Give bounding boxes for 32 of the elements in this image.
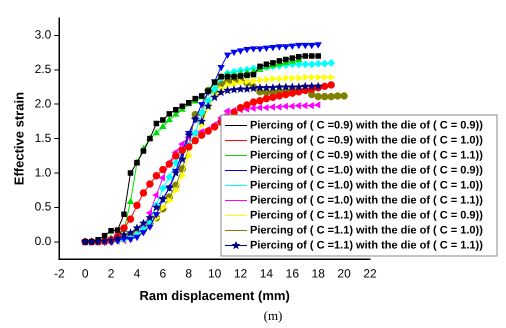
y-tick-label: 2.0 — [34, 96, 52, 111]
x-tick-label: 22 — [363, 266, 377, 281]
y-tick-label: 1.5 — [34, 130, 52, 145]
x-tick-label: 8 — [185, 266, 192, 281]
text: (m) — [262, 308, 284, 324]
legend-label: Piercing of ( C =0.9) with the die of ( C = 1.1)) — [250, 150, 484, 162]
legend-label: Piercing of ( C =0.9) with the die of ( C = 1.0)) — [250, 134, 484, 147]
legend-label: Piercing of ( C =1.1) with the die of ( C = 0.9)) — [250, 210, 484, 222]
y-tick-label: 0.5 — [34, 200, 52, 214]
legend-label: Piercing of ( C =1.0) with the die of ( C = 1.0)) — [250, 180, 484, 192]
x-tick-label: 6 — [160, 266, 167, 281]
x-tick-label: 4 — [134, 266, 141, 281]
legend-label: Piercing of ( C =1.1) with the die of ( C = 1.1)) — [250, 240, 484, 252]
y-tick-label: 2.5 — [34, 62, 52, 76]
y-tick-label: 0.0 — [34, 234, 52, 248]
x-tick-label: 20 — [337, 266, 352, 281]
y-tick-label: 1.0 — [34, 165, 52, 180]
x-tick-label: 14 — [260, 266, 274, 281]
x-tick-label: 2 — [108, 266, 115, 281]
y-axis-title: Effective strain — [11, 92, 26, 186]
x-tick-label: -2 — [54, 266, 65, 281]
legend-label: Piercing of ( C =1.0) with the die of ( C = 1.1)) — [250, 194, 484, 207]
x-tick-label: 16 — [286, 266, 300, 281]
x-axis-title: Ram displacement (mm) — [140, 288, 290, 303]
legend-label: Piercing of ( C =1.1) with the die of ( C = 1.0)) — [250, 224, 484, 237]
x-tick-label: 12 — [234, 266, 248, 281]
legend-label: Piercing of ( C =1.0) with the die of ( C = 0.9)) — [250, 164, 484, 177]
x-tick-label: 18 — [312, 266, 326, 281]
legend-label: Piercing of ( C =0.9) with the die of ( C = 0.9)) — [250, 120, 484, 132]
x-tick-label: 10 — [208, 266, 222, 281]
x-tick-label: 0 — [82, 266, 89, 281]
y-tick-label: 3.0 — [34, 28, 52, 42]
